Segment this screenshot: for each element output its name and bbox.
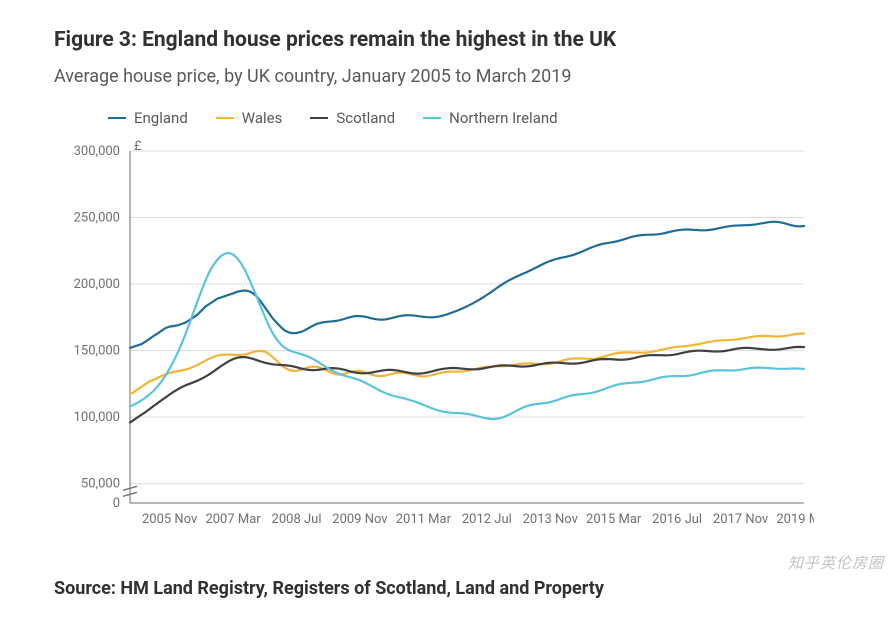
x-tick-label: 2009 Nov xyxy=(332,512,388,527)
x-tick-label: 2005 Nov xyxy=(142,512,198,527)
legend-item-scotland: Scotland xyxy=(310,109,395,127)
legend-label: Wales xyxy=(242,109,283,127)
source-text: Source: HM Land Registry, Registers of S… xyxy=(54,575,842,602)
legend-item-northern-ireland: Northern Ireland xyxy=(423,109,557,127)
chart-area: 0 50,000 100,000 150,000 200,000 250,000 300,0… xyxy=(54,137,842,541)
y-tick-label: 250,000 xyxy=(74,211,120,226)
legend-label: Northern Ireland xyxy=(449,109,557,127)
legend-item-england: England xyxy=(108,109,188,127)
chart-legend: England Wales Scotland Northern Ireland xyxy=(54,109,842,127)
x-tick-label: 2012 Jul xyxy=(462,512,512,527)
series-line-scotland xyxy=(130,347,804,423)
y-tick-label: 100,000 xyxy=(74,410,120,425)
y-tick-label: 50,000 xyxy=(81,477,120,492)
x-tick-label: 2011 Mar xyxy=(396,512,452,527)
series-line-northern-ireland xyxy=(130,253,804,419)
y-tick-label: 0 xyxy=(113,496,120,511)
chart-title: Figure 3: England house prices remain th… xyxy=(54,28,842,52)
x-tick-label: 2019 Mar xyxy=(776,512,814,527)
x-tick-label: 2007 Mar xyxy=(205,512,261,527)
legend-swatch xyxy=(108,117,126,119)
legend-swatch xyxy=(216,117,234,119)
y-tick-label: 150,000 xyxy=(74,344,120,359)
series-line-wales xyxy=(130,334,804,395)
legend-item-wales: Wales xyxy=(216,109,283,127)
legend-swatch xyxy=(310,117,328,119)
y-unit-label: £ xyxy=(134,139,142,154)
x-tick-label: 2013 Nov xyxy=(523,512,579,527)
legend-label: Scotland xyxy=(336,109,395,127)
x-tick-label: 2015 Mar xyxy=(586,512,642,527)
series-line-england xyxy=(130,222,804,348)
y-tick-label: 200,000 xyxy=(74,277,120,292)
x-tick-label: 2016 Jul xyxy=(652,512,702,527)
x-tick-label: 2017 Nov xyxy=(713,512,769,527)
x-tick-label: 2008 Jul xyxy=(272,512,322,527)
legend-swatch xyxy=(423,117,441,119)
legend-label: England xyxy=(134,109,188,127)
line-chart: 0 50,000 100,000 150,000 200,000 250,000 300,0… xyxy=(54,137,814,537)
y-tick-label: 300,000 xyxy=(74,144,120,159)
chart-subtitle: Average house price, by UK country, Janu… xyxy=(54,66,842,87)
